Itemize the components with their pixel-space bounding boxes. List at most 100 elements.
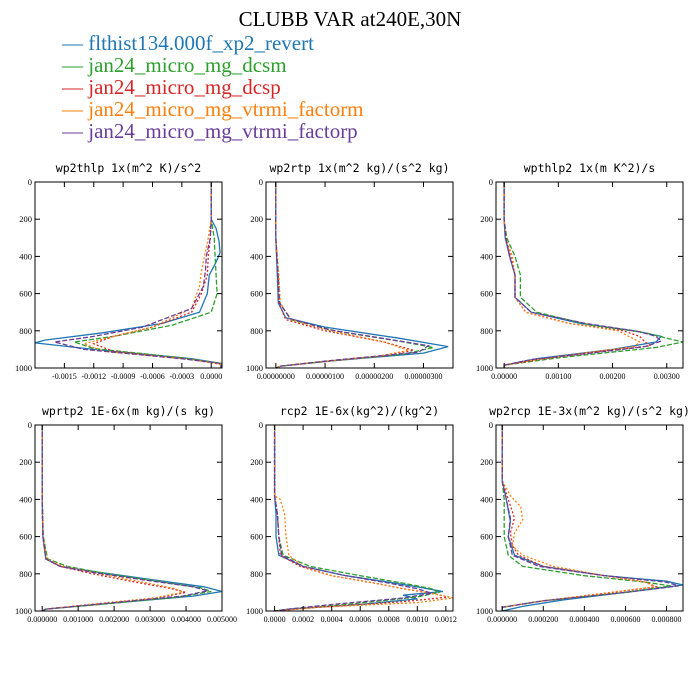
y-tick-label: 600 [480,532,493,542]
x-tick-label: 0.003000 [135,615,165,624]
y-tick-label: 400 [19,494,32,504]
plot-frame [495,181,684,369]
x-tick-label: 0.0002 [292,615,314,624]
series-line [501,425,680,611]
y-tick-label: 800 [480,569,493,579]
y-tick-label: 0 [28,420,32,430]
series-line [501,425,671,611]
y-tick-label: 200 [480,457,493,467]
x-tick-label: 0.00200 [600,372,626,381]
y-tick-label: 1000 [476,606,493,616]
series-line [503,182,641,368]
y-tick-label: 800 [250,569,263,579]
legend-label: jan24_micro_mg_dcsm [88,53,287,77]
chart-panel: wp2thlp 1x(m^2 K)/s^2 0 200 400 600 800 1000 -0… [15,161,223,381]
x-tick-label: 0.001000 [63,615,93,624]
y-tick-label: 800 [19,569,32,579]
legend-line-icon: — [62,53,89,77]
y-tick-label: 1000 [246,606,263,616]
x-tick-label: 0.000600 [610,615,640,624]
chart-panel: wp2rtp 1x(m^2 kg)/(s^2 kg) 0 200 400 600 800 1… [246,161,454,381]
series-line [273,425,449,612]
y-tick-label: 0 [489,420,493,430]
series-line [503,182,663,368]
y-tick-label: 800 [250,326,263,336]
y-tick-label: 800 [480,326,493,336]
y-tick-label: 200 [250,214,263,224]
figure-title: CLUBB VAR at240E,30N [238,7,462,31]
x-tick-label: 0.0006 [349,615,371,624]
x-tick-label: 0.000200 [528,615,558,624]
series-line [41,425,212,612]
x-tick-label: -0.0012 [81,372,106,381]
panel-title: wp2rtp 1x(m^2 kg)/(s^2 kg) [269,161,449,175]
series-line [273,425,454,612]
series-line [41,425,208,612]
x-tick-label: 0.005000 [207,615,237,624]
x-tick-label: 0.00000200 [355,372,393,381]
legend-line-icon: — [62,119,89,143]
y-tick-label: 1000 [246,363,263,373]
x-tick-label: 0.000800 [652,615,682,624]
x-tick-label: 0.004000 [171,615,201,624]
series-line [41,425,185,612]
series-line [275,182,412,369]
panel-title: wpthlp2 1x(m K^2)/s [524,161,656,175]
y-tick-label: 0 [28,177,32,187]
series-line [273,425,444,612]
legend-line-icon: — [62,31,89,55]
plot-frame [265,424,454,612]
series-line [273,425,441,612]
x-tick-label: 0.0010 [406,615,428,624]
chart-panel: rcp2 1E-6x(kg^2)/(kg^2) 0 200 400 600 800 1000… [246,404,457,624]
legend-line-icon: — [62,97,89,121]
y-tick-label: 0 [259,420,263,430]
legend-label: jan24_micro_mg_dcsp [88,75,281,99]
x-tick-label: 0.00000100 [306,372,344,381]
y-tick-label: 1000 [15,606,32,616]
y-tick-label: 400 [19,251,32,261]
x-tick-label: 0.000000 [27,615,57,624]
x-tick-label: 0.00300 [654,372,680,381]
panel-title: wp2rcp 1E-3x(m^2 kg)/(s^2 kg) [489,404,690,418]
panel-title: wp2thlp 1x(m^2 K)/s^2 [56,161,201,175]
x-tick-label: 0.00000 [491,372,517,381]
y-tick-label: 600 [250,289,263,299]
chart-panel: wpthlp2 1x(m K^2)/s020040060080010000.00… [476,161,684,381]
legend: — flthist134.000f_xp2_revert — jan24_mic… [62,32,364,142]
y-tick-label: 200 [19,457,32,467]
series-line [54,182,222,368]
legend-entry: — jan24_micro_mg_dcsm [62,54,364,76]
y-tick-label: 600 [19,532,32,542]
plot-frame [495,424,684,612]
series-line [503,182,684,368]
series-line [501,425,657,611]
x-tick-label: 0.000400 [569,615,599,624]
y-tick-label: 200 [19,214,32,224]
panel-title: wprtp2 1E-6x(m kg)/(s kg) [42,404,215,418]
x-tick-label: 0.0000 [200,372,222,381]
y-tick-label: 200 [480,214,493,224]
y-tick-label: 600 [19,289,32,299]
x-tick-label: 0.00000000 [257,372,295,381]
x-tick-label: 0.00000300 [404,372,442,381]
x-tick-label: 0.002000 [99,615,129,624]
x-tick-label: -0.0015 [52,372,77,381]
x-tick-label: 0.0008 [378,615,400,624]
y-tick-label: 0 [489,177,493,187]
y-tick-label: 400 [480,251,493,261]
series-line [275,182,431,369]
series-line [275,182,449,369]
chart-panel: wp2rcp 1E-3x(m^2 kg)/(s^2 kg) 0 200 400 600 8… [476,404,690,624]
panel-title: rcp2 1E-6x(kg^2)/(kg^2) [280,404,439,418]
legend-entry: — jan24_micro_mg_vtrmi_factorp [62,120,364,142]
y-tick-label: 600 [250,532,263,542]
y-tick-label: 800 [19,326,32,336]
x-tick-label: -0.0009 [111,372,136,381]
y-tick-label: 1000 [476,363,493,373]
series-line [41,425,223,612]
y-tick-label: 400 [480,494,493,504]
series-line [503,182,663,368]
series-line [91,182,222,368]
x-tick-label: -0.0006 [140,372,165,381]
